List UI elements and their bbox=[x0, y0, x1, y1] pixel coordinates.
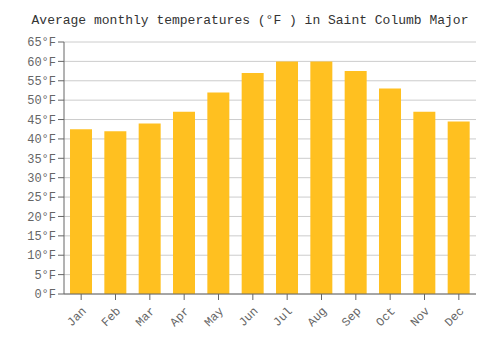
svg-text:50°F: 50°F bbox=[27, 94, 56, 108]
svg-text:Feb: Feb bbox=[99, 305, 124, 330]
svg-text:Nov: Nov bbox=[408, 305, 433, 330]
svg-text:Dec: Dec bbox=[442, 305, 467, 330]
svg-text:30°F: 30°F bbox=[27, 172, 56, 186]
svg-text:Jul: Jul bbox=[270, 305, 295, 330]
svg-text:Mar: Mar bbox=[133, 305, 158, 330]
svg-text:25°F: 25°F bbox=[27, 191, 56, 205]
svg-text:May: May bbox=[202, 305, 227, 330]
svg-text:Sep: Sep bbox=[339, 305, 364, 330]
svg-text:55°F: 55°F bbox=[27, 75, 56, 89]
svg-text:Apr: Apr bbox=[167, 305, 192, 330]
svg-text:35°F: 35°F bbox=[27, 153, 56, 167]
svg-text:Jan: Jan bbox=[64, 305, 89, 330]
svg-text:45°F: 45°F bbox=[27, 114, 56, 128]
svg-text:0°F: 0°F bbox=[34, 288, 56, 302]
svg-text:5°F: 5°F bbox=[34, 269, 56, 283]
svg-text:15°F: 15°F bbox=[27, 230, 56, 244]
svg-text:60°F: 60°F bbox=[27, 56, 56, 70]
svg-text:40°F: 40°F bbox=[27, 133, 56, 147]
svg-text:Jun: Jun bbox=[236, 305, 261, 330]
svg-text:Oct: Oct bbox=[373, 305, 398, 330]
html-text:Average monthly temperatures (: Average monthly temperatures (°F ) in Sa… bbox=[31, 13, 469, 28]
svg-text:20°F: 20°F bbox=[27, 211, 56, 225]
svg-text:Aug: Aug bbox=[305, 305, 330, 330]
svg-text:65°F: 65°F bbox=[27, 36, 56, 50]
svg-text:10°F: 10°F bbox=[27, 249, 56, 263]
